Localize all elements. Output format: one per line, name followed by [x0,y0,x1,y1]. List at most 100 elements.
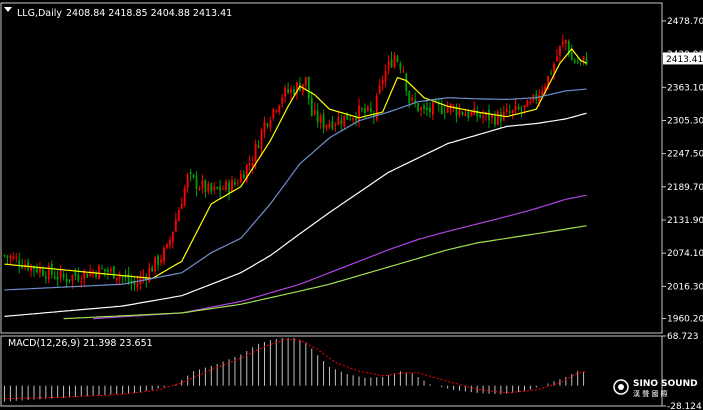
candle-body [437,103,440,105]
candle-body [559,45,561,56]
candle-body [313,110,316,115]
candle [236,178,239,186]
candle-body [222,188,225,190]
candle-body [331,120,334,129]
candle-body [47,265,50,280]
candle-body [74,272,77,277]
candle [520,105,523,118]
candle [109,266,112,275]
candle [293,85,295,97]
candle-body [573,59,576,63]
candle [505,102,508,115]
candle-body [384,70,387,82]
candle-body [231,180,233,192]
candle [245,164,248,184]
candle-body [346,112,349,120]
candle-body [470,112,473,116]
candle-body [180,204,183,209]
candle [278,104,281,115]
price-tick-label: 2305.30 [667,116,703,126]
candle [511,109,514,120]
candle [547,75,550,91]
candle-body [101,267,103,269]
candle-body [455,107,458,116]
candle [446,101,449,114]
candle-body [89,271,92,276]
candle-body [59,270,62,278]
candle [121,275,124,284]
candle [115,277,118,285]
candle [372,110,375,124]
candle-body [104,268,106,272]
candle [343,115,346,129]
candle-body [396,56,399,62]
macd-signal-line [4,338,587,400]
price-tick-label: 2074.10 [667,249,703,259]
candle [3,254,6,258]
candle-body [278,105,281,112]
candle-body [494,115,496,125]
candle [275,109,278,114]
candle-body [21,266,24,269]
candle-body [443,111,446,113]
candle-body [192,174,195,178]
candle-body [95,272,97,278]
candle-body [41,269,44,276]
candle-body [405,73,408,92]
candle [396,54,399,63]
candle [322,109,325,134]
candle [231,175,233,193]
candle-body [213,186,216,191]
macd-tick-label: -28.124 [667,402,702,410]
candle-body [239,173,242,183]
candle [559,45,561,63]
candle [328,119,331,130]
candle-body [349,119,352,121]
candle-body [464,114,467,117]
candle-body [50,264,53,275]
current-price-box [663,52,703,65]
candle [585,52,588,66]
candle-body [186,174,189,188]
candle [219,180,222,199]
price-tick-label: 1960.20 [667,315,703,325]
candle [106,267,109,280]
candle-body [369,107,372,112]
candle [488,104,490,129]
candle [39,261,41,278]
logo-text: SINO SOUND [633,379,698,389]
candle-body [39,267,41,273]
candle-body [523,105,526,108]
candle-body [266,123,269,126]
candle [304,76,307,90]
candle-body [366,106,369,111]
candle [50,260,53,279]
candle-body [53,276,56,279]
candle [44,270,47,284]
candle-body [207,183,210,192]
candle [567,39,570,58]
candle-body [228,182,230,193]
candle [378,79,381,95]
candle-body [567,40,570,55]
candle-body [414,99,417,104]
candle [163,245,165,265]
candle-body [251,162,254,167]
candle-body [234,182,236,185]
candle [470,110,473,117]
candle-body [219,186,222,191]
sino-sound-logo: SINO SOUND 漢 聲 國 際 [613,379,698,398]
candle-body [242,173,245,179]
candle-body [109,268,112,272]
candle-body [535,94,538,100]
candle-body [364,108,366,114]
candle-body [417,103,420,112]
candle-body [177,210,180,222]
candle [74,268,77,281]
candle-body [245,164,248,181]
candle-body [269,120,272,128]
candle-body [62,273,65,278]
candle [393,52,396,69]
candle-body [361,108,363,110]
